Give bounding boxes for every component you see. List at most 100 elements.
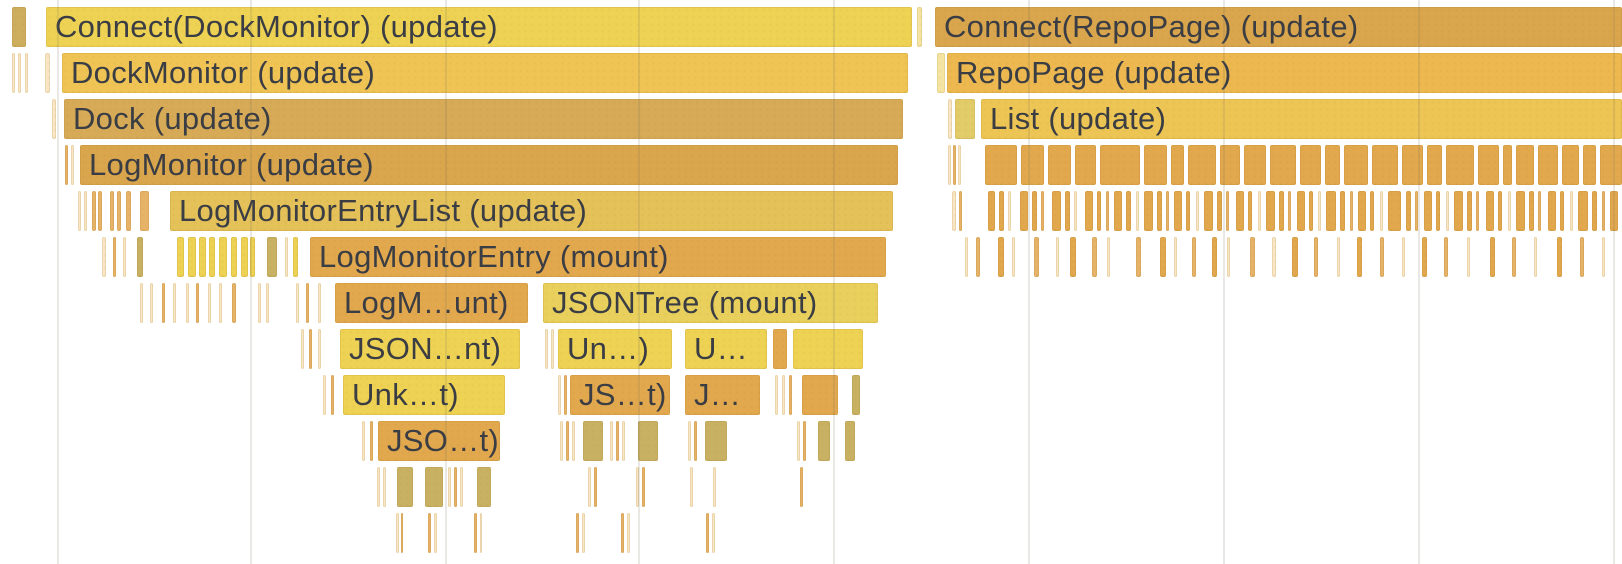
flame-bar[interactable]: [1217, 191, 1222, 231]
flame-bar[interactable]: [1174, 191, 1182, 231]
flame-bar-un[interactable]: Un…): [558, 329, 672, 369]
flame-bar[interactable]: [1490, 237, 1495, 277]
flame-bar[interactable]: [434, 513, 437, 553]
flame-bar[interactable]: [1578, 191, 1588, 231]
flame-bar[interactable]: [1144, 191, 1153, 231]
flame-bar[interactable]: [1300, 145, 1321, 185]
flame-bar[interactable]: [219, 237, 227, 277]
flame-bar[interactable]: [1454, 191, 1463, 231]
flame-bar[interactable]: [1538, 191, 1541, 231]
flame-bar[interactable]: [1244, 145, 1266, 185]
flame-bar[interactable]: [25, 53, 28, 93]
flame-bar[interactable]: [285, 237, 288, 277]
flame-bar[interactable]: [1144, 145, 1167, 185]
flame-bar[interactable]: [65, 145, 68, 185]
flame-bar[interactable]: [188, 237, 196, 277]
flame-bar[interactable]: [1204, 191, 1213, 231]
flame-bar[interactable]: [818, 421, 830, 461]
flame-bar[interactable]: [642, 467, 645, 507]
flame-bar[interactable]: [1107, 237, 1110, 277]
flame-bar[interactable]: [948, 145, 951, 185]
flame-bar[interactable]: [1516, 191, 1525, 231]
flame-bar[interactable]: [232, 283, 236, 323]
flame-bar[interactable]: [937, 53, 945, 93]
flame-bar[interactable]: [1166, 191, 1169, 231]
flame-bar[interactable]: [241, 237, 248, 277]
flame-bar[interactable]: [1226, 191, 1229, 231]
flame-bar[interactable]: [1192, 237, 1196, 277]
flame-bar-repopage-update[interactable]: RepoPage (update): [947, 53, 1622, 93]
flame-bar[interactable]: [1557, 237, 1562, 277]
flame-bar-jsontree-mount[interactable]: JSONTree (mount): [543, 283, 878, 323]
flame-bar[interactable]: [1188, 145, 1216, 185]
flame-bar[interactable]: [948, 99, 952, 139]
flame-bar[interactable]: [690, 467, 693, 507]
flame-bar[interactable]: [323, 375, 326, 415]
flame-bar[interactable]: [588, 467, 591, 507]
flame-bar[interactable]: [1032, 191, 1037, 231]
flame-bar[interactable]: [773, 329, 787, 369]
flame-bar[interactable]: [162, 283, 165, 323]
flame-bar[interactable]: [1372, 145, 1398, 185]
flame-bar[interactable]: [1592, 191, 1597, 231]
flame-bar[interactable]: [1380, 237, 1384, 277]
flame-bar[interactable]: [12, 53, 15, 93]
flame-bar[interactable]: [267, 237, 277, 277]
flame-bar[interactable]: [196, 283, 199, 323]
flame-bar[interactable]: [694, 421, 697, 461]
flame-bar[interactable]: [965, 237, 968, 277]
flame-bar[interactable]: [84, 191, 87, 231]
flame-bar[interactable]: [1052, 191, 1061, 231]
flame-bar[interactable]: [318, 329, 321, 369]
flame-bar-dock-update[interactable]: Dock (update): [64, 99, 903, 139]
flame-bar[interactable]: [802, 375, 838, 415]
flame-bar[interactable]: [793, 329, 863, 369]
flame-bar[interactable]: [377, 467, 380, 507]
flame-bar[interactable]: [958, 145, 961, 185]
flame-bar[interactable]: [1114, 191, 1122, 231]
flame-bar[interactable]: [397, 467, 413, 507]
flame-bar-js-t[interactable]: JS…t): [570, 375, 670, 415]
flame-bar[interactable]: [1415, 191, 1418, 231]
flame-bar[interactable]: [622, 421, 625, 461]
flame-bar[interactable]: [1529, 191, 1534, 231]
flame-bar[interactable]: [1424, 191, 1432, 231]
flame-bar-json-nt[interactable]: JSON…nt): [340, 329, 520, 369]
flame-bar[interactable]: [1503, 145, 1512, 185]
flame-bar[interactable]: [428, 513, 431, 553]
flame-bar[interactable]: [1508, 191, 1511, 231]
flame-bar[interactable]: [558, 375, 561, 415]
flame-bar-jso-t[interactable]: JSO…t): [378, 421, 500, 461]
flame-bar[interactable]: [92, 191, 96, 231]
flame-bar[interactable]: [140, 191, 149, 231]
flame-bar[interactable]: [775, 375, 778, 415]
flame-bar[interactable]: [401, 513, 403, 553]
flame-bar[interactable]: [976, 237, 980, 277]
flame-bar[interactable]: [1580, 237, 1584, 277]
flame-bar[interactable]: [199, 237, 206, 277]
flame-bar[interactable]: [1065, 191, 1070, 231]
flame-bar[interactable]: [1212, 237, 1217, 277]
flame-bar[interactable]: [917, 7, 922, 47]
flame-bar[interactable]: [258, 283, 261, 323]
flame-bar[interactable]: [1478, 145, 1499, 185]
flame-bar-logmonitorentrylist-update[interactable]: LogMonitorEntryList (update): [170, 191, 893, 231]
flame-bar[interactable]: [1272, 237, 1276, 277]
flame-bar[interactable]: [52, 99, 56, 139]
flame-bar[interactable]: [266, 283, 269, 323]
flame-bar[interactable]: [1583, 145, 1596, 185]
flame-bar[interactable]: [782, 375, 785, 415]
flame-bar[interactable]: [137, 237, 143, 277]
flame-bar[interactable]: [71, 145, 74, 185]
flame-bar[interactable]: [454, 467, 457, 507]
flame-bar-logm-unt[interactable]: LogM…unt): [335, 283, 528, 323]
flame-bar[interactable]: [845, 421, 855, 461]
flame-bar[interactable]: [1388, 191, 1401, 231]
flame-bar[interactable]: [713, 467, 716, 507]
flame-bar[interactable]: [208, 283, 211, 323]
flame-bar[interactable]: [712, 513, 715, 553]
flame-bar[interactable]: [564, 375, 567, 415]
flame-bar[interactable]: [545, 329, 548, 369]
flame-bar[interactable]: [1427, 145, 1442, 185]
flame-bar[interactable]: [425, 467, 443, 507]
